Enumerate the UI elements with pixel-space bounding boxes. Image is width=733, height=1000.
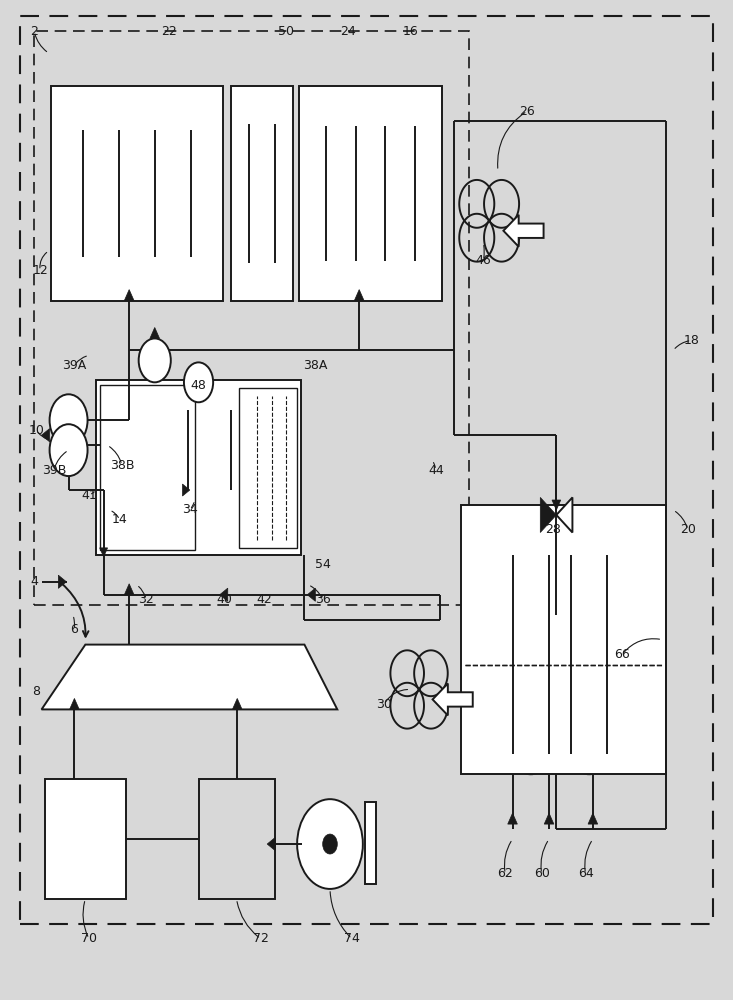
Text: 6: 6 — [70, 623, 78, 636]
Circle shape — [50, 394, 87, 446]
Text: 62: 62 — [498, 867, 513, 880]
Text: 38B: 38B — [110, 459, 134, 472]
Polygon shape — [125, 290, 134, 301]
Text: 22: 22 — [161, 25, 177, 38]
Polygon shape — [552, 500, 561, 510]
Polygon shape — [42, 645, 337, 709]
Circle shape — [184, 362, 213, 402]
Text: 60: 60 — [534, 867, 550, 880]
Bar — [51, 86, 223, 301]
Text: 10: 10 — [29, 424, 45, 437]
Polygon shape — [508, 813, 517, 824]
Polygon shape — [220, 588, 228, 601]
Polygon shape — [100, 548, 108, 557]
Bar — [45, 779, 125, 899]
Text: 32: 32 — [138, 593, 154, 606]
Polygon shape — [544, 813, 554, 824]
Text: 36: 36 — [314, 593, 331, 606]
Text: 38A: 38A — [303, 359, 328, 372]
Text: 12: 12 — [32, 264, 48, 277]
Text: 14: 14 — [112, 513, 128, 526]
Polygon shape — [432, 683, 473, 715]
Text: 72: 72 — [253, 932, 268, 945]
Circle shape — [323, 834, 337, 854]
Circle shape — [50, 424, 87, 476]
Bar — [232, 86, 293, 301]
Bar — [462, 505, 666, 774]
Text: 42: 42 — [257, 593, 272, 606]
Polygon shape — [42, 429, 50, 442]
Text: 2: 2 — [30, 25, 38, 38]
Polygon shape — [268, 837, 275, 851]
Bar — [96, 380, 301, 555]
Text: 39A: 39A — [62, 359, 86, 372]
Text: 48: 48 — [191, 379, 207, 392]
Polygon shape — [150, 327, 160, 338]
Text: 20: 20 — [680, 523, 696, 536]
Bar — [365, 802, 376, 884]
Text: 28: 28 — [545, 523, 561, 536]
Text: 64: 64 — [578, 867, 594, 880]
Bar — [465, 665, 658, 771]
Polygon shape — [354, 290, 364, 301]
Circle shape — [297, 799, 363, 889]
Polygon shape — [70, 698, 79, 709]
Text: 18: 18 — [683, 334, 699, 347]
Bar — [199, 779, 275, 899]
Circle shape — [139, 338, 171, 382]
Polygon shape — [232, 698, 242, 709]
Text: 66: 66 — [614, 648, 630, 661]
Text: 30: 30 — [376, 698, 392, 711]
Text: 26: 26 — [519, 105, 535, 118]
Polygon shape — [183, 484, 190, 496]
Text: 8: 8 — [32, 685, 40, 698]
Text: 16: 16 — [402, 25, 419, 38]
Polygon shape — [307, 588, 315, 601]
Text: 50: 50 — [279, 25, 294, 38]
Polygon shape — [125, 584, 134, 595]
Polygon shape — [59, 575, 67, 588]
Bar — [34, 31, 468, 605]
Text: 40: 40 — [216, 593, 232, 606]
Polygon shape — [556, 497, 572, 533]
Polygon shape — [540, 497, 556, 533]
Text: 54: 54 — [314, 558, 331, 571]
Text: 41: 41 — [81, 489, 97, 502]
Bar — [100, 385, 195, 550]
Text: 34: 34 — [182, 503, 198, 516]
Text: 24: 24 — [340, 25, 356, 38]
Polygon shape — [588, 813, 597, 824]
Text: 46: 46 — [476, 254, 491, 267]
Polygon shape — [504, 215, 544, 247]
Bar — [239, 388, 297, 548]
Text: 44: 44 — [428, 464, 443, 477]
Text: 39B: 39B — [42, 464, 66, 477]
Text: 4: 4 — [30, 575, 38, 588]
Text: 74: 74 — [344, 932, 360, 945]
Bar — [299, 86, 442, 301]
Text: 70: 70 — [81, 932, 97, 945]
